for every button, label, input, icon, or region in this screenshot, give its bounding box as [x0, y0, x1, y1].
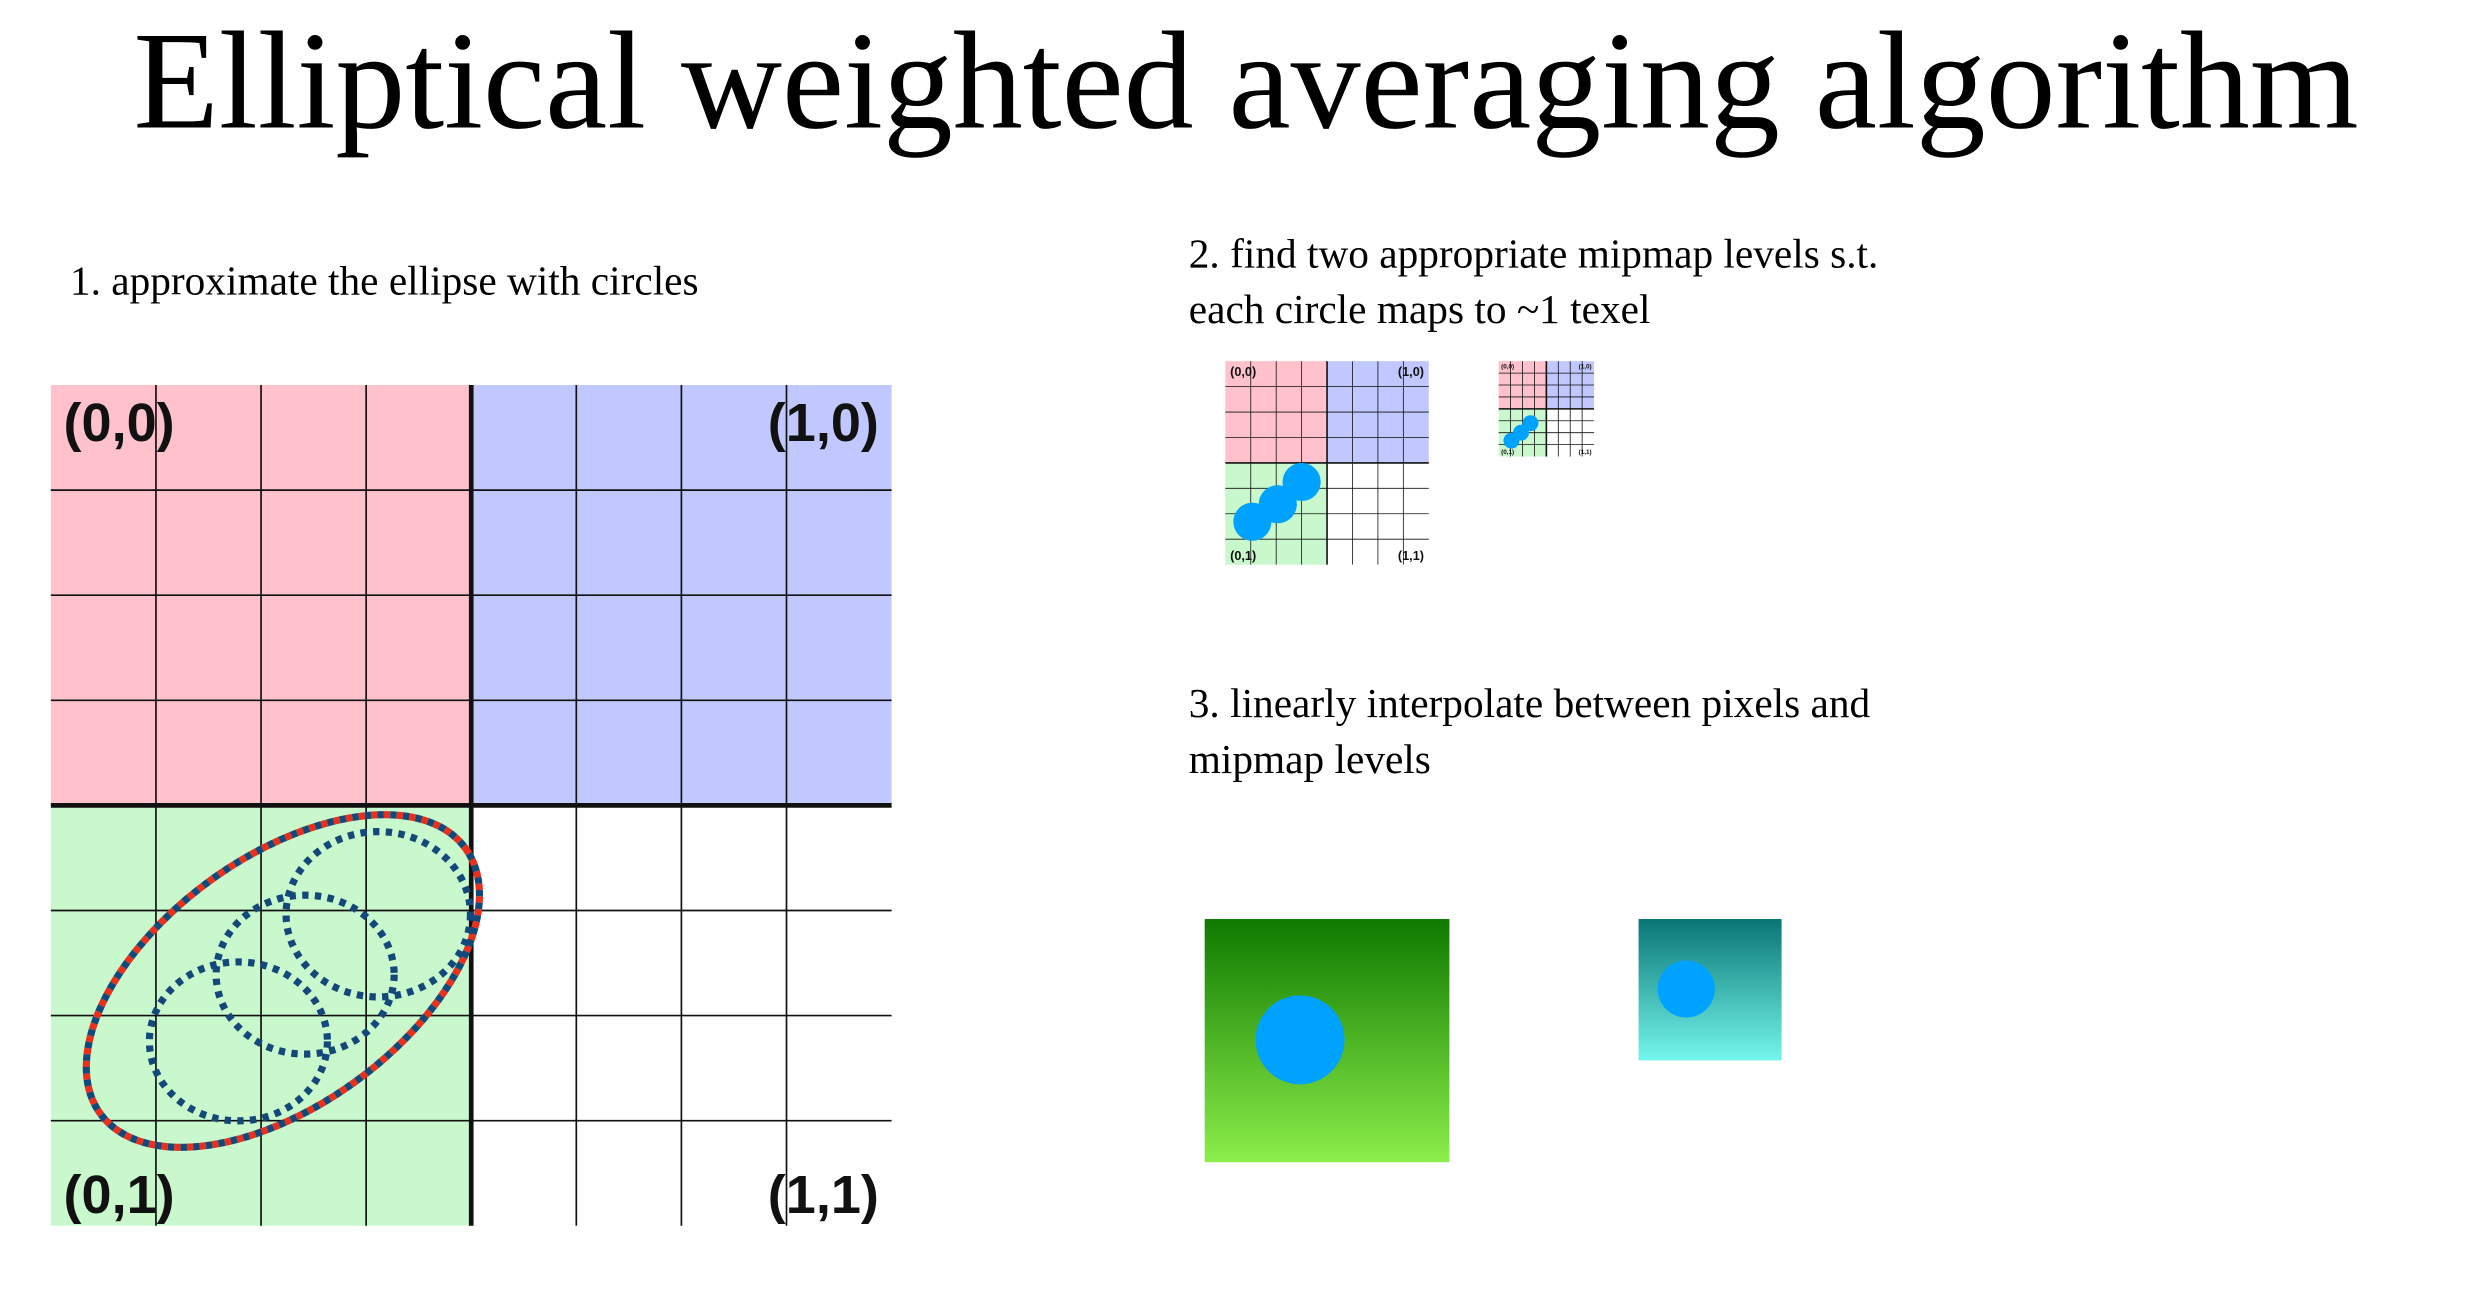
quadrant-label: (1,1): [1579, 449, 1592, 456]
circle-outline: [212, 891, 398, 1058]
quadrant-label: (0,1): [64, 1165, 175, 1225]
texel-circle: [1282, 462, 1321, 502]
step-text: 3. linearly interpolate between pixels a…: [1189, 680, 1871, 726]
texel-circles: [1233, 415, 1539, 541]
quadrant-label: (0,0): [1501, 364, 1514, 371]
texel-circle: [1258, 485, 1297, 524]
sample-circle: [1657, 960, 1715, 1018]
texel-circle: [1522, 415, 1539, 432]
grids: (0,0) (1,0) (0,1) (1,1) (0,0) (1,0) (0,1) (1,1)…: [50, 361, 1595, 1226]
quadrant-label: (1,0): [1398, 364, 1424, 379]
quadrant-label: (0,0): [1230, 364, 1256, 379]
quadrant-label: (0,0): [64, 393, 175, 453]
step-text: each circle maps to ~1 texel: [1189, 286, 1651, 332]
quadrant-label: (1,0): [1579, 364, 1592, 371]
quadrant-label: (0,1): [1230, 548, 1256, 563]
step-text: 2. find two appropriate mipmap levels s.…: [1189, 230, 1879, 276]
quadrant-label: (1,1): [1398, 548, 1424, 563]
quadrant-label: (1,1): [768, 1165, 879, 1225]
ellipse-diagram: [82, 811, 484, 1151]
slide-title: Elliptical weighted averaging algorithm: [133, 4, 2358, 159]
ellipse: [82, 811, 484, 1151]
step-text: 1. approximate the ellipse with circles: [70, 257, 699, 303]
circle-outline: [282, 828, 475, 1001]
quadrant-label: (0,1): [1501, 449, 1514, 456]
quadrant-label: (1,0): [768, 393, 879, 453]
sample-circle: [1255, 995, 1345, 1085]
step-text: mipmap levels: [1189, 736, 1431, 782]
